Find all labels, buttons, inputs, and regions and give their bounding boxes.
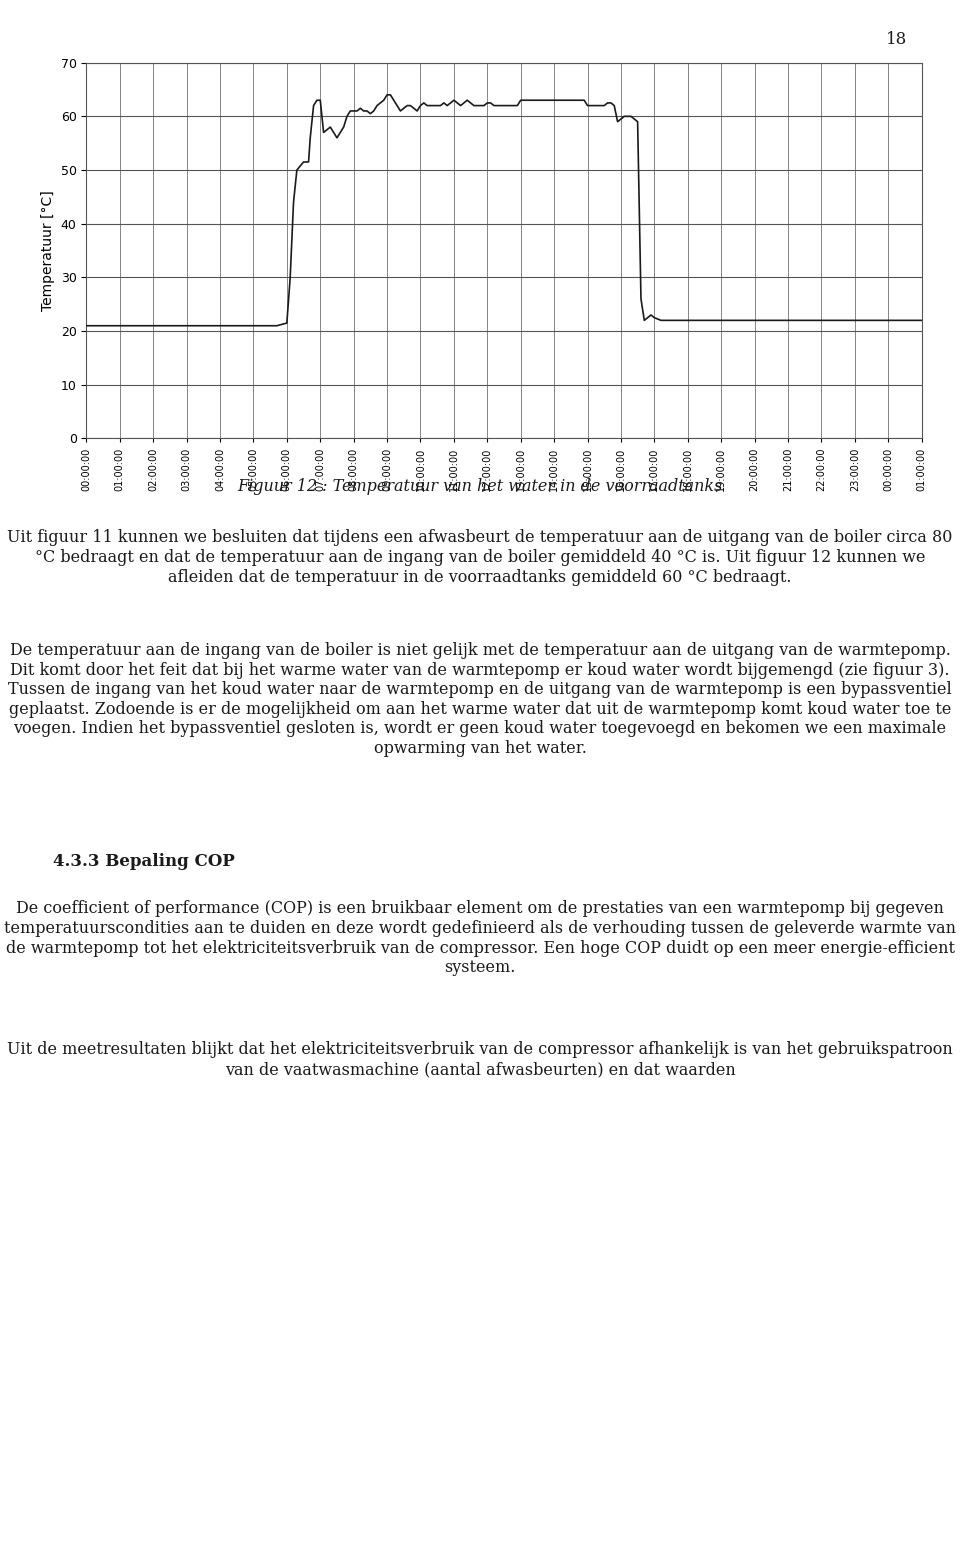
Text: De coefficient of performance (COP) is een bruikbaar element om de prestaties va: De coefficient of performance (COP) is e… <box>4 900 956 976</box>
Y-axis label: Temperatuur [°C]: Temperatuur [°C] <box>41 189 55 312</box>
Text: 4.3.3 Bepaling COP: 4.3.3 Bepaling COP <box>53 853 234 871</box>
Text: Uit de meetresultaten blijkt dat het elektriciteitsverbruik van de compressor af: Uit de meetresultaten blijkt dat het ele… <box>7 1041 953 1077</box>
Text: Uit figuur 11 kunnen we besluiten dat tijdens een afwasbeurt de temperatuur aan : Uit figuur 11 kunnen we besluiten dat ti… <box>8 529 952 586</box>
Text: 18: 18 <box>886 31 907 49</box>
Text: De temperatuur aan de ingang van de boiler is niet gelijk met de temperatuur aan: De temperatuur aan de ingang van de boil… <box>8 642 952 756</box>
Text: Figuur 12 : Temperatuur van het water in de voorraadtanks: Figuur 12 : Temperatuur van het water in… <box>237 478 723 495</box>
